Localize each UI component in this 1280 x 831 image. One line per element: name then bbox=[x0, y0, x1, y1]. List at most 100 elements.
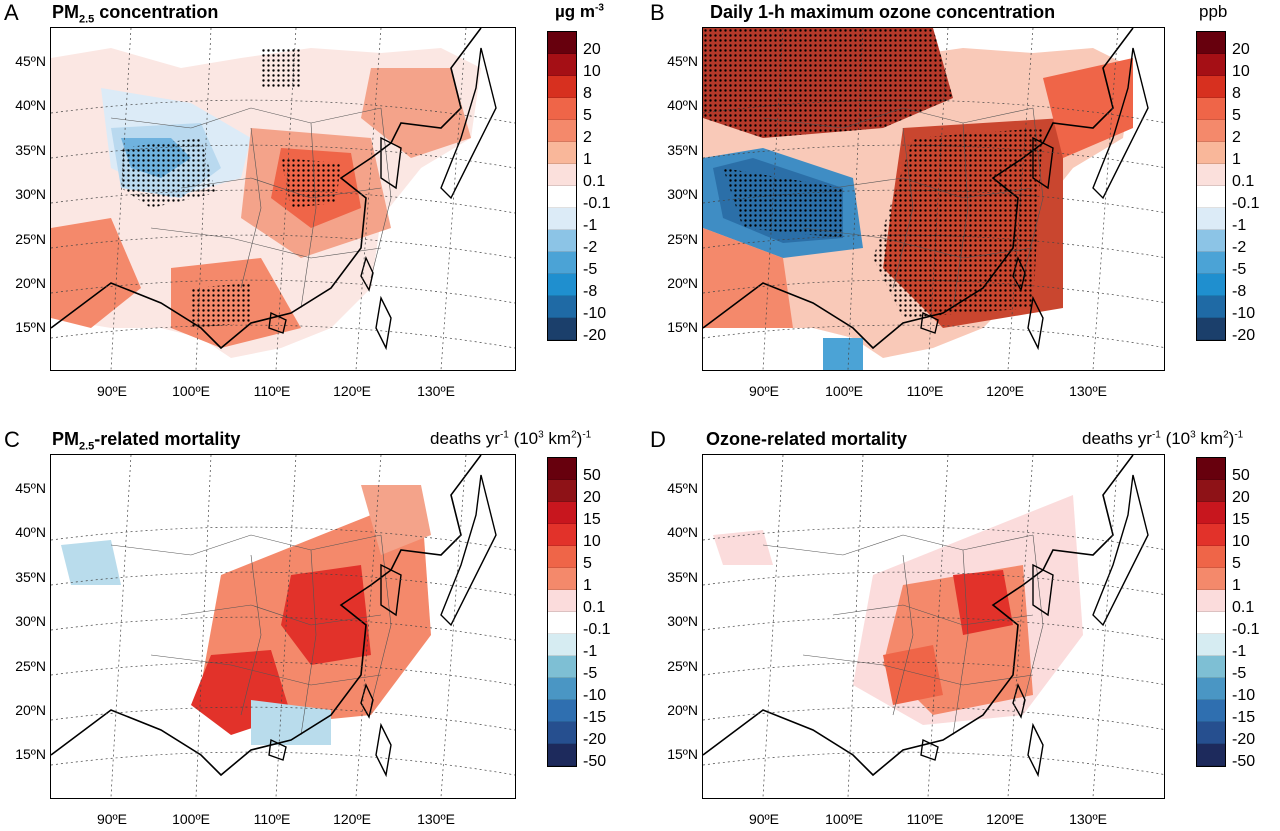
latitude-label: 30ºN bbox=[667, 186, 698, 202]
island-outline bbox=[375, 295, 392, 351]
colorbar-swatch bbox=[548, 186, 576, 208]
graticule-line bbox=[703, 234, 1164, 258]
value-region bbox=[61, 540, 121, 585]
province-border bbox=[300, 122, 317, 309]
province-border bbox=[110, 534, 382, 556]
colorbar-label: 50 bbox=[583, 467, 601, 484]
graticule-line bbox=[51, 751, 515, 776]
unit-label: deaths yr-1 (103 km2)-1 bbox=[430, 429, 592, 448]
colorbar-label: 15 bbox=[1232, 511, 1250, 528]
colorbar-swatch bbox=[548, 546, 576, 568]
colorbar-swatch bbox=[1197, 458, 1225, 480]
colorbar-label: -1 bbox=[583, 217, 598, 234]
colorbar-label: -10 bbox=[1232, 687, 1256, 704]
colorbar-label: 5 bbox=[583, 107, 592, 124]
graticule-line bbox=[927, 455, 949, 798]
map-canvas bbox=[703, 28, 1164, 370]
colorbar-swatch bbox=[548, 142, 576, 164]
island-outline bbox=[920, 738, 939, 761]
graticule-line bbox=[195, 455, 212, 798]
colorbar-swatch bbox=[1197, 722, 1225, 744]
map-ozone-mortality bbox=[702, 454, 1165, 799]
province-border bbox=[370, 107, 392, 279]
longitude-label: 110ºE bbox=[906, 383, 944, 399]
panel-letter: B bbox=[650, 0, 665, 25]
colorbar-swatch bbox=[548, 230, 576, 252]
colorbar-swatch bbox=[548, 164, 576, 186]
value-region bbox=[361, 485, 431, 555]
longitude-label: 100ºE bbox=[172, 811, 210, 827]
graticule-line bbox=[51, 571, 515, 596]
colorbar-label: -10 bbox=[1232, 305, 1256, 322]
province-border bbox=[762, 534, 1034, 556]
island-outline bbox=[380, 136, 402, 190]
colorbar-swatch bbox=[1197, 142, 1225, 164]
colorbar-label: 20 bbox=[583, 489, 601, 506]
graticule-line bbox=[703, 571, 1164, 595]
island-outline bbox=[380, 563, 402, 617]
graticule-line bbox=[847, 28, 864, 370]
graticule-line bbox=[927, 28, 949, 370]
colorbar-swatch bbox=[1197, 634, 1225, 656]
colorbar-label: 10 bbox=[1232, 63, 1250, 80]
colorbar-swatch bbox=[548, 120, 576, 142]
graticule-line bbox=[703, 706, 1164, 730]
colorbar-label: -8 bbox=[1232, 283, 1247, 300]
graticule-line bbox=[703, 661, 1164, 685]
latitude-label: 25ºN bbox=[667, 658, 698, 674]
panel-letter: C bbox=[4, 427, 20, 452]
longitude-label: 110ºE bbox=[253, 383, 291, 399]
colorbar-label: 8 bbox=[1232, 85, 1241, 102]
latitude-label: 45ºN bbox=[667, 480, 698, 496]
graticule-line bbox=[762, 455, 784, 798]
colorbar-label: -0.1 bbox=[583, 195, 611, 212]
latitude-label: 30ºN bbox=[15, 613, 46, 629]
colorbar bbox=[1196, 457, 1226, 767]
colorbar-swatch bbox=[1197, 568, 1225, 590]
colorbar bbox=[547, 457, 577, 767]
colorbar-swatch bbox=[1197, 612, 1225, 634]
province-border bbox=[952, 122, 969, 309]
colorbar-label: 0.1 bbox=[1232, 599, 1255, 616]
longitude-label: 90ºE bbox=[748, 811, 780, 827]
graticule-line bbox=[703, 616, 1164, 640]
colorbar-label: 20 bbox=[1232, 41, 1250, 58]
graticule-line bbox=[355, 28, 382, 370]
island-outline bbox=[360, 255, 374, 292]
map-pm25-concentration bbox=[50, 27, 516, 371]
colorbar-swatch bbox=[548, 502, 576, 524]
colorbar-label: 15 bbox=[583, 511, 601, 528]
colorbar-label: 1 bbox=[1232, 577, 1241, 594]
unit-label: ppb bbox=[1199, 2, 1228, 21]
graticule-line bbox=[110, 28, 132, 370]
graticule-line bbox=[703, 279, 1164, 303]
longitude-label: 90ºE bbox=[748, 383, 780, 399]
colorbar-label: -20 bbox=[583, 327, 607, 344]
graticule-line bbox=[275, 455, 297, 798]
graticule-line bbox=[1092, 28, 1119, 370]
colorbar-label: -2 bbox=[583, 239, 598, 256]
graticule-line bbox=[440, 28, 467, 370]
island-outline bbox=[268, 738, 287, 761]
graticule-line bbox=[703, 99, 1164, 123]
colorbar-label: -20 bbox=[1232, 731, 1256, 748]
significance-stipple bbox=[191, 283, 251, 328]
province-border bbox=[762, 107, 1034, 129]
province-border bbox=[300, 549, 317, 736]
colorbar-swatch bbox=[1197, 524, 1225, 546]
significance-stipple bbox=[281, 158, 341, 208]
graticule-line bbox=[51, 324, 515, 349]
graticule-line bbox=[51, 234, 515, 259]
province-border bbox=[150, 227, 382, 259]
colorbar-label: -5 bbox=[1232, 665, 1247, 682]
longitude-label: 100ºE bbox=[172, 383, 210, 399]
significance-stipple bbox=[703, 28, 953, 138]
longitude-label: 120ºE bbox=[333, 811, 371, 827]
colorbar-swatch bbox=[548, 568, 576, 590]
island-outline bbox=[375, 722, 392, 778]
province-border bbox=[1022, 534, 1044, 706]
significance-stipple bbox=[121, 138, 216, 208]
colorbar-swatch bbox=[548, 590, 576, 612]
colorbar-swatch bbox=[548, 744, 576, 766]
colorbar-swatch bbox=[548, 54, 576, 76]
